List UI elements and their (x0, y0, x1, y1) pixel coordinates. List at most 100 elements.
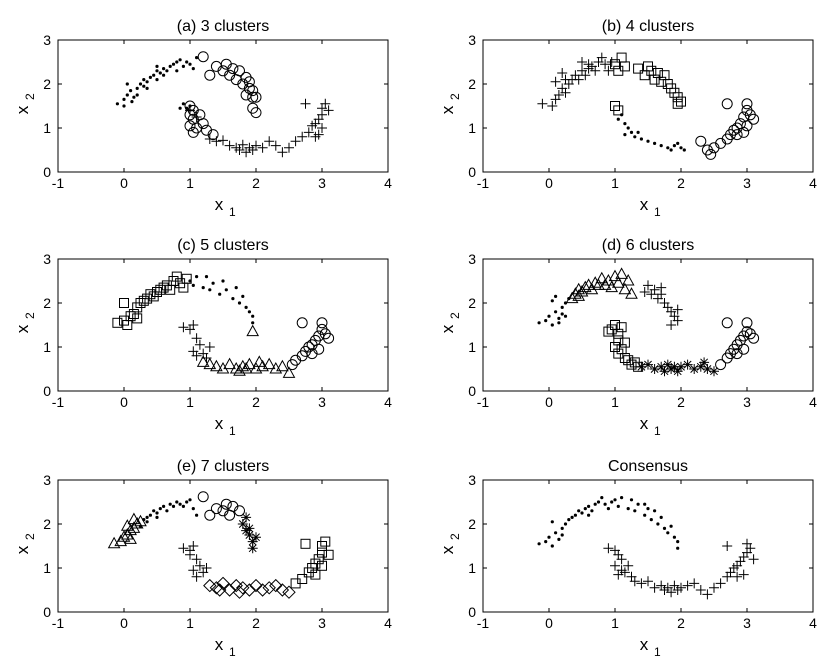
point-square (619, 353, 630, 363)
point-triangle (625, 287, 638, 299)
point-plus (573, 74, 584, 85)
point-dot (115, 102, 119, 106)
point-plus (600, 59, 611, 70)
axes-frame (482, 39, 814, 173)
point-dot (560, 533, 564, 537)
point-circle (731, 348, 743, 360)
point-plus (623, 560, 634, 571)
point-dot (557, 537, 561, 542)
point-plus (300, 98, 311, 109)
point-square (652, 68, 663, 78)
point-plus (194, 339, 205, 350)
point-star (244, 523, 255, 534)
point-dot (537, 542, 541, 546)
point-star (682, 359, 693, 370)
point-star (699, 357, 710, 368)
point-dot (125, 82, 129, 86)
point-triangle (252, 355, 266, 367)
y-axis-label-subscript: 2 (448, 533, 462, 540)
point-square (112, 317, 123, 328)
point-triangle (239, 361, 253, 374)
y-tick-label: 3 (43, 32, 51, 48)
point-dot (155, 515, 159, 520)
point-triangle (615, 267, 628, 279)
point-dot (560, 526, 564, 531)
point-dot (135, 86, 139, 90)
x-tick-label: 3 (743, 394, 751, 410)
point-dot (237, 301, 242, 305)
point-dot (201, 286, 205, 290)
point-dot (218, 292, 222, 296)
point-dot (649, 518, 653, 522)
point-circle (220, 498, 232, 510)
point-dot (676, 546, 680, 550)
point-dot (613, 498, 617, 502)
x-axis-label: x (640, 635, 649, 654)
point-diamond (229, 578, 243, 593)
point-dot (129, 89, 133, 93)
point-star (669, 361, 680, 372)
y-tick-label: 0 (43, 383, 51, 399)
point-square (619, 337, 630, 348)
series-circle (286, 317, 335, 371)
point-plus (290, 136, 301, 147)
point-plus (629, 576, 640, 587)
point-star (662, 359, 673, 370)
point-dot (185, 500, 189, 504)
point-dot (178, 58, 182, 62)
y-tick-label: 2 (43, 295, 51, 311)
point-circle (705, 148, 717, 160)
point-square (656, 76, 667, 87)
point-plus (191, 333, 202, 344)
point-plus (201, 353, 212, 363)
point-star (636, 361, 647, 372)
point-plus (702, 589, 713, 600)
x-axis-label-subscript: 1 (229, 205, 236, 219)
point-dot (181, 64, 185, 68)
point-dot (191, 283, 195, 287)
point-dot (682, 148, 686, 152)
point-dot (138, 82, 143, 86)
point-dot (181, 102, 185, 106)
point-square (619, 61, 630, 72)
point-dot (554, 294, 558, 298)
point-plus (211, 136, 222, 147)
point-square (613, 335, 624, 346)
point-dot (171, 62, 176, 66)
series-plus (537, 52, 617, 111)
point-circle (744, 328, 756, 340)
series-plus (603, 538, 759, 600)
point-plus (643, 576, 653, 587)
point-triangle (124, 523, 137, 536)
point-circle (194, 109, 206, 121)
point-dot (547, 535, 551, 539)
point-square (676, 96, 686, 107)
x-tick-label: 2 (252, 615, 260, 631)
point-star (659, 366, 670, 377)
point-dot (162, 73, 166, 77)
series-triangle (107, 512, 147, 549)
point-dot (557, 316, 561, 320)
y-axis-label: x (13, 545, 32, 554)
point-star (689, 364, 700, 374)
point-triangle (618, 282, 632, 295)
point-square (300, 538, 311, 549)
axes-frame (57, 479, 389, 613)
series-dot (537, 496, 680, 550)
point-dot (610, 500, 614, 504)
point-plus (297, 131, 308, 142)
point-dot (175, 69, 179, 73)
point-dot (185, 60, 189, 64)
y-axis-label: x (438, 545, 457, 554)
series-dot (138, 498, 199, 528)
point-star (702, 364, 713, 374)
y-tick-label: 1 (468, 560, 476, 576)
point-diamond (282, 585, 296, 599)
point-dot (666, 146, 670, 150)
point-dot (175, 500, 179, 504)
point-dot (155, 64, 159, 68)
point-plus (577, 57, 587, 67)
series-circle (715, 317, 760, 371)
